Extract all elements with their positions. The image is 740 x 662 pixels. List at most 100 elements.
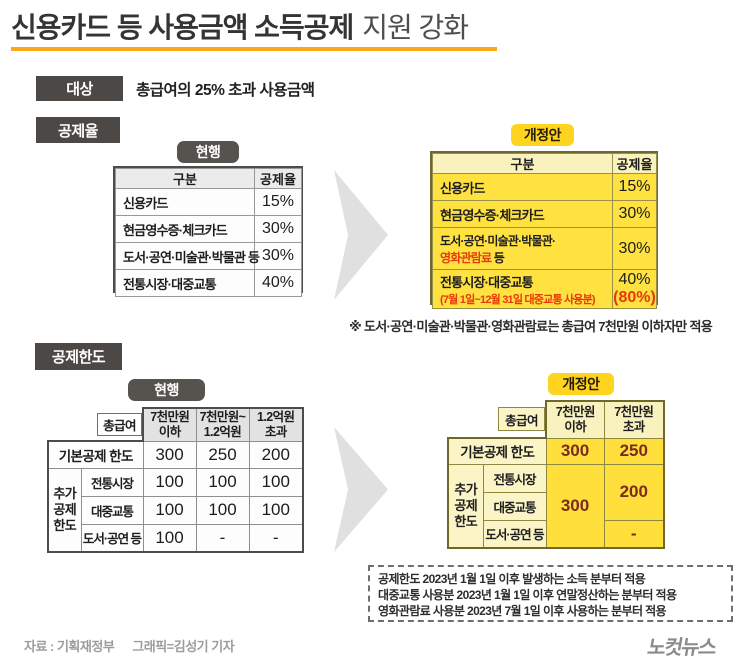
table-row: 대중교통 (448, 491, 664, 521)
limit-current-extra-value: 100 (248, 495, 304, 525)
limit-current-extra-value: 100 (142, 495, 197, 525)
limit-revised-col-header: 7천만원 초과 (603, 400, 665, 439)
application-note-line: 영화관람료 사용분 2023년 7월 1일 이후 사용하는 분부터 적용 (378, 604, 667, 618)
table-row: 도서·공연·미술관·박물관 등 30% (115, 242, 302, 270)
rate-revised-table: 구분 공제율 신용카드 15% 현금영수증·체크카드 30% 도서·공연·미술관… (430, 151, 658, 309)
rate-revised-row-label-main: 전통시장·대중교통 (440, 274, 534, 290)
rate-revised-row-label: 신용카드 (432, 173, 613, 201)
title-accent-underline (11, 47, 497, 51)
page-title: 신용카드 등 사용금액 소득공제 지원 강화 (11, 6, 469, 46)
rate-revised-row-label: 현금영수증·체크카드 (432, 200, 613, 228)
rate-revised-row-label-sub: (7월 1일~12월 31일 대중교통 사용분) (440, 293, 596, 306)
limit-revised-table: 총급여 7천만원 이하 7천만원 초과 기본공제 한도 300 250 추가 공… (447, 400, 665, 549)
table-row: 전통시장·대중교통 (7월 1일~12월 31일 대중교통 사용분) 40% (… (432, 269, 657, 309)
limit-current-extra-value: - (248, 523, 304, 553)
footer-credit-text: 그래픽=김성기 기자 (132, 639, 235, 654)
table-row: 추가 공제 한도 전통시장 100 100 100 (47, 467, 304, 553)
limit-revised-corner-cell: 총급여 (448, 401, 546, 438)
limit-revised-extra-row-label: 대중교통 (482, 491, 547, 521)
limit-current-extra-value: 100 (142, 467, 197, 497)
rate-revised-row-value-red: (80%) (613, 289, 656, 306)
limit-revised-merged-under: 300 (545, 463, 605, 549)
limit-revised-corner-chip: 총급여 (498, 407, 545, 431)
rate-current-row-value: 40% (254, 269, 302, 297)
limit-revised-basic-value: 300 (545, 437, 605, 465)
limit-current-badge: 현행 (128, 379, 205, 401)
rate-revised-row-value: 30% (612, 200, 657, 228)
limit-current-corner-cell: 총급여 (48, 408, 143, 441)
limit-revised-extra-row-label: 전통시장 (482, 463, 547, 493)
limit-current-corner-chip: 총급여 (97, 412, 142, 436)
table-row: 기본공제 한도 300 250 200 (47, 440, 304, 469)
limit-current-extra-value: 100 (142, 523, 197, 553)
limit-current-col-header: 1.2억원 초과 (248, 407, 304, 442)
limit-current-extra-row-label: 도서·공연 등 (80, 523, 144, 553)
limit-current-extra-value: - (195, 523, 250, 553)
page-title-strong: 신용카드 등 사용금액 소득공제 (11, 12, 354, 43)
rate-current-table: 구분 공제율 신용카드 15% 현금영수증·체크카드 30% 도서·공연·미술관… (113, 166, 303, 297)
table-row: 현금영수증·체크카드 30% (432, 200, 657, 228)
rate-current-row-label: 전통시장·대중교통 (115, 269, 255, 297)
limit-revised-extra-row-label: 도서·공연 등 (482, 519, 547, 549)
target-text: 총급여의 25% 초과 사용금액 (136, 81, 315, 99)
limit-current-basic-label: 기본공제 한도 (47, 440, 144, 469)
rate-revised-row-label-line1: 도서·공연·미술관·박물관· (440, 233, 556, 248)
application-notes-box: 공제한도 2023년 1월 1일 이후 발생하는 소득 분부터 적용 대중교통 … (368, 565, 733, 622)
table-row: 도서·공연·미술관·박물관· 영화관람료 등 30% (432, 227, 657, 270)
rate-current-row-label: 현금영수증·체크카드 (115, 215, 255, 243)
rate-revised-row-label-red: 영화관람료 (440, 250, 492, 265)
table-row: 도서·공연 등 100 - - (48, 523, 304, 553)
rate-current-row-value: 30% (254, 215, 302, 243)
rate-current-col-rate: 공제율 (254, 168, 302, 189)
rate-current-row-label: 신용카드 (115, 188, 255, 216)
footer-source: 자료 : 기획재정부 그래픽=김성기 기자 (24, 636, 235, 655)
target-badge: 대상 (36, 76, 123, 101)
footer-source-text: 자료 : 기획재정부 (24, 639, 115, 654)
application-note-line: 대중교통 사용분 2023년 1월 1일 이후 연말정산하는 분부터 적용 (378, 588, 677, 602)
limit-revised-extra-label: 추가 공제 한도 (447, 463, 484, 549)
limit-revised-badge: 개정안 (548, 373, 614, 395)
application-note-line: 공제한도 2023년 1월 1일 이후 발생하는 소득 분부터 적용 (378, 572, 646, 586)
rate-revised-col-category: 구분 (432, 153, 613, 174)
nocut-news-logo: 노컷뉴스 (645, 637, 718, 659)
limit-current-basic-value: 250 (195, 440, 250, 469)
rate-current-row-value: 30% (254, 242, 302, 270)
rate-section-badge: 공제율 (36, 117, 120, 143)
rate-revised-row-label: 전통시장·대중교통 (7월 1일~12월 31일 대중교통 사용분) (432, 269, 613, 309)
table-row: 신용카드 15% (115, 188, 302, 216)
limit-revised-basic-label: 기본공제 한도 (447, 437, 547, 465)
limit-current-extra-row-label: 대중교통 (80, 495, 144, 525)
limit-current-extra-value: 100 (195, 467, 250, 497)
rate-revised-row-label: 도서·공연·미술관·박물관· 영화관람료 등 (432, 227, 613, 270)
arrow-right-icon (334, 427, 388, 552)
table-row: 현금영수증·체크카드 30% (115, 215, 302, 243)
limit-revised-last-over: - (603, 519, 665, 549)
rate-revised-badge: 개정안 (511, 124, 574, 146)
rate-current-row-value: 15% (254, 188, 302, 216)
table-row: 기본공제 한도 300 250 (447, 437, 665, 465)
arrow-right-icon (334, 170, 388, 300)
limit-revised-col-header: 7천만원 이하 (545, 400, 605, 439)
page-title-light: 지원 강화 (362, 12, 469, 43)
limit-revised-merged-over: 200 (603, 463, 665, 521)
rate-revised-col-rate: 공제율 (612, 153, 657, 174)
limit-current-table: 총급여 7천만원 이하 7천만원~ 1.2억원 1.2억원 초과 기본공제 한도… (47, 407, 304, 553)
limit-current-extra-label: 추가 공제 한도 (47, 467, 82, 553)
limit-current-extra-row-label: 전통시장 (80, 467, 144, 497)
table-row: 신용카드 15% (432, 173, 657, 201)
rate-revised-row-value: 30% (612, 227, 657, 270)
limit-current-col-header: 7천만원 이하 (142, 407, 197, 442)
limit-section-badge: 공제한도 (35, 343, 122, 370)
table-row: 대중교통 100 100 100 (48, 495, 304, 525)
rate-revised-row-value: 15% (612, 173, 657, 201)
limit-current-basic-value: 200 (248, 440, 304, 469)
rate-current-row-label: 도서·공연·미술관·박물관 등 (115, 242, 260, 270)
limit-current-col-header: 7천만원~ 1.2억원 (195, 407, 250, 442)
rate-footnote: ※ 도서·공연·미술관·박물관·영화관람료는 총급여 7천만원 이하자만 적용 (349, 319, 713, 334)
table-row: 전통시장·대중교통 40% (115, 269, 302, 297)
table-row: 추가 공제 한도 전통시장 300 200 (447, 463, 665, 549)
limit-current-basic-value: 300 (142, 440, 197, 469)
limit-current-extra-value: 100 (248, 467, 304, 497)
limit-current-extra-value: 100 (195, 495, 250, 525)
rate-revised-row-value-main: 40% (618, 271, 651, 288)
